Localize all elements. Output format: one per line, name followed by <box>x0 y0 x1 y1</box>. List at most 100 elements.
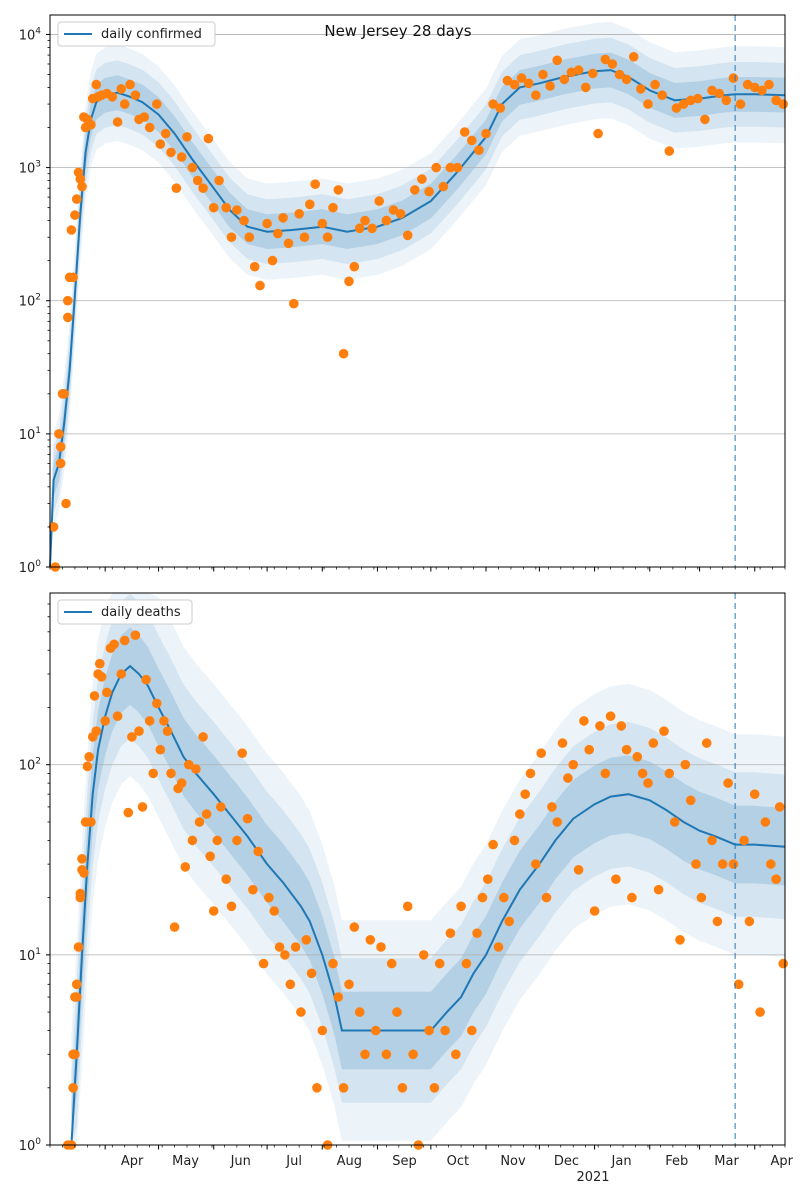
x-tick-label: Oct <box>447 1154 469 1169</box>
observed-point <box>509 79 520 90</box>
observed-point <box>171 183 182 193</box>
observed-point <box>253 846 263 857</box>
observed-point <box>650 79 660 90</box>
x-tick-label: Mar <box>714 1154 739 1169</box>
legend-label: daily confirmed <box>101 27 202 42</box>
observed-point <box>477 892 488 903</box>
x-tick-label: Sep <box>392 1154 417 1169</box>
deaths-axes-frame <box>49 592 786 1146</box>
observed-point <box>255 280 265 291</box>
x-tick-label: Jan <box>611 1154 632 1169</box>
observed-point <box>605 711 616 721</box>
observed-point <box>322 232 333 242</box>
observed-point <box>310 179 321 189</box>
observed-point <box>402 230 413 241</box>
observed-point <box>778 958 788 969</box>
deaths-observed-points <box>63 630 788 1150</box>
observed-point <box>728 859 739 869</box>
observed-point <box>643 778 653 788</box>
observed-point <box>445 162 456 173</box>
observed-point <box>127 732 137 742</box>
observed-point <box>130 90 141 100</box>
observed-point <box>459 127 470 137</box>
observed-point <box>125 79 135 90</box>
observed-point <box>61 498 71 509</box>
observed-point <box>216 802 226 812</box>
observed-point <box>267 255 278 266</box>
y-tick-label: 103 <box>19 160 41 177</box>
observed-point <box>483 874 493 884</box>
observed-point <box>735 99 746 109</box>
observed-point <box>370 1025 381 1036</box>
observed-point <box>757 85 767 96</box>
observed-point <box>205 851 215 862</box>
observed-point <box>451 1049 461 1060</box>
observed-point <box>55 442 66 452</box>
x-tick-label: Dec <box>554 1154 579 1169</box>
observed-point <box>82 761 93 772</box>
observed-point <box>66 225 77 235</box>
observed-point <box>280 950 290 960</box>
observed-point <box>764 79 774 90</box>
observed-point <box>481 128 491 139</box>
observed-point <box>381 215 392 226</box>
observed-point <box>621 74 632 85</box>
observed-point <box>214 175 224 186</box>
observed-point <box>338 348 349 359</box>
observed-point <box>328 202 338 213</box>
observed-point <box>244 232 255 242</box>
observed-point <box>299 232 310 242</box>
y-tick-label: 102 <box>19 757 41 774</box>
y-tick-label: 101 <box>19 947 41 964</box>
observed-point <box>515 809 525 819</box>
observed-point <box>360 1049 370 1060</box>
observed-point <box>198 732 208 742</box>
observed-point <box>75 174 86 184</box>
observed-point <box>89 691 100 701</box>
observed-point <box>86 817 96 827</box>
observed-point <box>502 75 513 86</box>
observed-point <box>349 261 360 272</box>
observed-point <box>431 162 442 173</box>
observed-point <box>365 935 376 945</box>
observed-point <box>516 73 527 83</box>
observed-point <box>495 103 506 113</box>
y-tick-label: 100 <box>19 1137 42 1154</box>
observed-point <box>525 768 536 779</box>
observed-point <box>664 146 675 156</box>
observed-point <box>201 809 212 819</box>
observed-point <box>221 202 231 213</box>
observed-point <box>749 789 760 799</box>
x-tick-label: Jul <box>285 1154 302 1169</box>
observed-point <box>73 942 84 952</box>
observed-point <box>274 942 285 952</box>
observed-point <box>75 888 86 899</box>
deaths-y-axis: 100 101 102 <box>19 603 50 1154</box>
observed-point <box>109 639 119 650</box>
x-tick-label: Aug <box>337 1154 362 1169</box>
observed-point <box>643 99 653 109</box>
observed-point <box>71 194 82 204</box>
observed-point <box>70 1049 80 1060</box>
observed-point <box>48 522 59 532</box>
observed-point <box>456 901 466 912</box>
observed-point <box>237 748 247 758</box>
observed-point <box>588 68 598 79</box>
observed-point <box>607 59 618 69</box>
observed-point <box>144 122 155 133</box>
observed-point <box>187 835 198 846</box>
observed-point <box>545 81 555 91</box>
observed-point <box>397 1083 408 1093</box>
chart-title: New Jersey 28 days <box>324 22 471 40</box>
observed-point <box>68 272 78 283</box>
observed-point <box>627 892 637 903</box>
observed-point <box>395 209 406 219</box>
observed-point <box>305 199 315 210</box>
observed-point <box>344 979 354 990</box>
observed-point <box>739 835 749 846</box>
confirmed-observed-points <box>48 52 788 572</box>
observed-point <box>392 1007 402 1017</box>
observed-point <box>410 185 420 195</box>
observed-point <box>381 1049 392 1060</box>
observed-point <box>467 135 477 146</box>
